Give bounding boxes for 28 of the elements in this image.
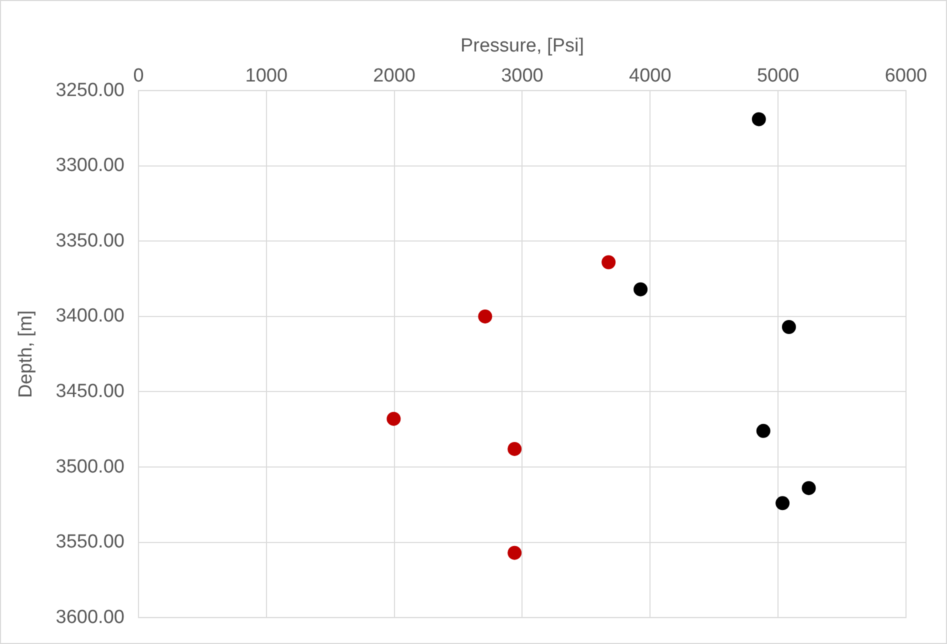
y-axis-title: Depth, [m] <box>16 310 37 398</box>
point <box>634 282 648 296</box>
x-tick-label: 3000 <box>501 65 544 86</box>
x-tick-label: 2000 <box>373 65 416 86</box>
y-tick-label: 3450.00 <box>56 380 124 402</box>
y-tick-label: 3350.00 <box>56 230 124 252</box>
x-tick-label: 1000 <box>245 65 288 86</box>
point <box>802 481 816 496</box>
y-tick-label: 3300.00 <box>56 155 124 176</box>
point <box>508 442 522 456</box>
y-tick-label: 3250.00 <box>56 80 124 101</box>
point <box>776 496 790 510</box>
x-axis-title: Pressure, [Psi] <box>460 36 584 57</box>
point <box>602 255 616 270</box>
point <box>752 112 766 126</box>
y-tick-label: 3600.00 <box>56 606 124 628</box>
x-tick-label: 4000 <box>629 65 672 86</box>
point <box>386 412 401 426</box>
x-tick-label: 5000 <box>756 65 800 86</box>
point <box>782 320 796 334</box>
point <box>478 309 492 324</box>
y-tick-label: 3500.00 <box>56 456 124 478</box>
point <box>756 424 770 438</box>
point <box>508 546 522 560</box>
x-tick-label: 6000 <box>884 65 928 86</box>
y-tick-label: 3400.00 <box>56 306 124 327</box>
x-tick-label: 0 <box>133 65 144 86</box>
y-tick-label: 3550.00 <box>56 532 124 553</box>
